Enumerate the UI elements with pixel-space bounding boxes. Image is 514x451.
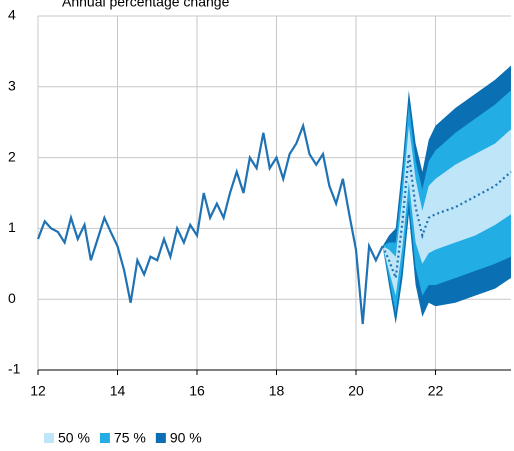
- x-tick-label: 18: [269, 383, 285, 399]
- x-tick-label: 16: [189, 383, 205, 399]
- x-tick-label: 20: [348, 383, 364, 399]
- legend-swatch: [44, 433, 54, 443]
- chart-title: Annual percentage change: [62, 0, 230, 10]
- history-line: [36, 121, 384, 325]
- y-tick-label: 2: [8, 148, 16, 164]
- legend-label: 50 %: [58, 430, 90, 446]
- x-tick-label: 14: [110, 383, 126, 399]
- median-line: [381, 153, 512, 279]
- legend-swatch: [155, 433, 166, 443]
- y-tick-label: 4: [8, 7, 16, 23]
- x-tick-label: 12: [30, 383, 46, 399]
- y-tick-label: 0: [8, 290, 16, 306]
- legend-swatch: [99, 433, 110, 443]
- legend-label: 75 %: [114, 430, 146, 446]
- legend-label: 90 %: [170, 430, 202, 446]
- y-tick-label: 1: [8, 219, 16, 235]
- y-tick-label: -1: [8, 361, 21, 377]
- y-tick-label: 3: [8, 78, 16, 94]
- x-tick-label: 22: [428, 383, 444, 399]
